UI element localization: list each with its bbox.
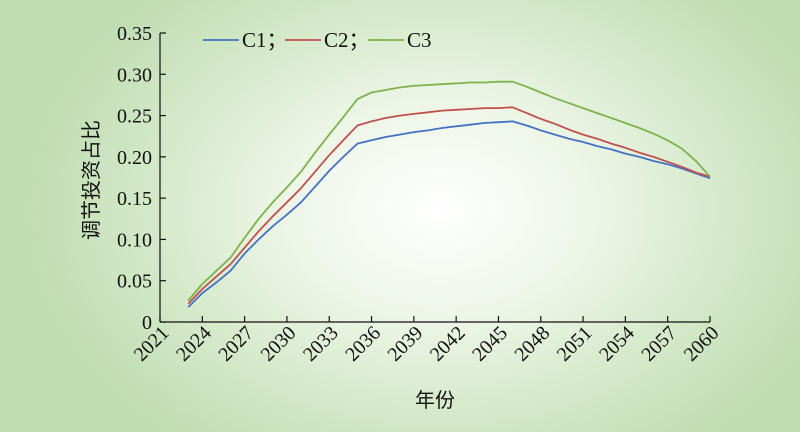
series-line-c3 bbox=[187, 80, 711, 302]
y-tick-label: 0.30 bbox=[117, 64, 152, 86]
y-tick-label: 0.20 bbox=[117, 147, 152, 169]
x-tick-label: 2024 bbox=[172, 322, 216, 366]
y-tick-label: 0 bbox=[142, 312, 152, 334]
axes bbox=[159, 33, 710, 323]
y-tick-label: 0.15 bbox=[117, 188, 152, 210]
x-tick-label: 2039 bbox=[384, 322, 428, 366]
x-tick-label: 2048 bbox=[510, 322, 554, 366]
legend-label-c3: C3 bbox=[407, 28, 432, 52]
legend: C1； C2； C3 bbox=[203, 28, 432, 52]
y-tick-label: 0.05 bbox=[117, 271, 152, 293]
x-tick-label: 2054 bbox=[595, 322, 639, 366]
x-tick-label: 2042 bbox=[426, 322, 470, 366]
y-axis-label: 调节投资占比 bbox=[79, 120, 103, 240]
x-tick-label: 2030 bbox=[257, 322, 301, 366]
x-axis-label: 年份 bbox=[415, 388, 455, 412]
y-tick-label: 0.25 bbox=[117, 106, 152, 128]
x-tick-label: 2027 bbox=[214, 322, 258, 366]
series-lines bbox=[187, 80, 711, 308]
x-tick-label: 2036 bbox=[341, 322, 385, 366]
x-tick-label: 2060 bbox=[680, 322, 724, 366]
y-tick-label: 0.35 bbox=[117, 23, 152, 45]
y-axis-ticks: 0 0.05 0.10 0.15 0.20 0.25 0.30 0.35 bbox=[117, 23, 166, 334]
x-tick-label: 2045 bbox=[468, 322, 512, 366]
legend-label-c2: C2； bbox=[324, 28, 370, 52]
series-line-c2 bbox=[187, 106, 711, 305]
y-tick-label: 0.10 bbox=[117, 229, 152, 251]
legend-label-c1: C1； bbox=[242, 28, 288, 52]
x-tick-label: 2021 bbox=[130, 322, 174, 366]
series-line-c1 bbox=[187, 120, 711, 308]
x-tick-label: 2033 bbox=[299, 322, 343, 366]
x-axis-ticks: 2021202420272030203320362039204220452048… bbox=[130, 316, 724, 366]
x-tick-label: 2057 bbox=[637, 322, 681, 366]
x-tick-label: 2051 bbox=[553, 322, 597, 366]
